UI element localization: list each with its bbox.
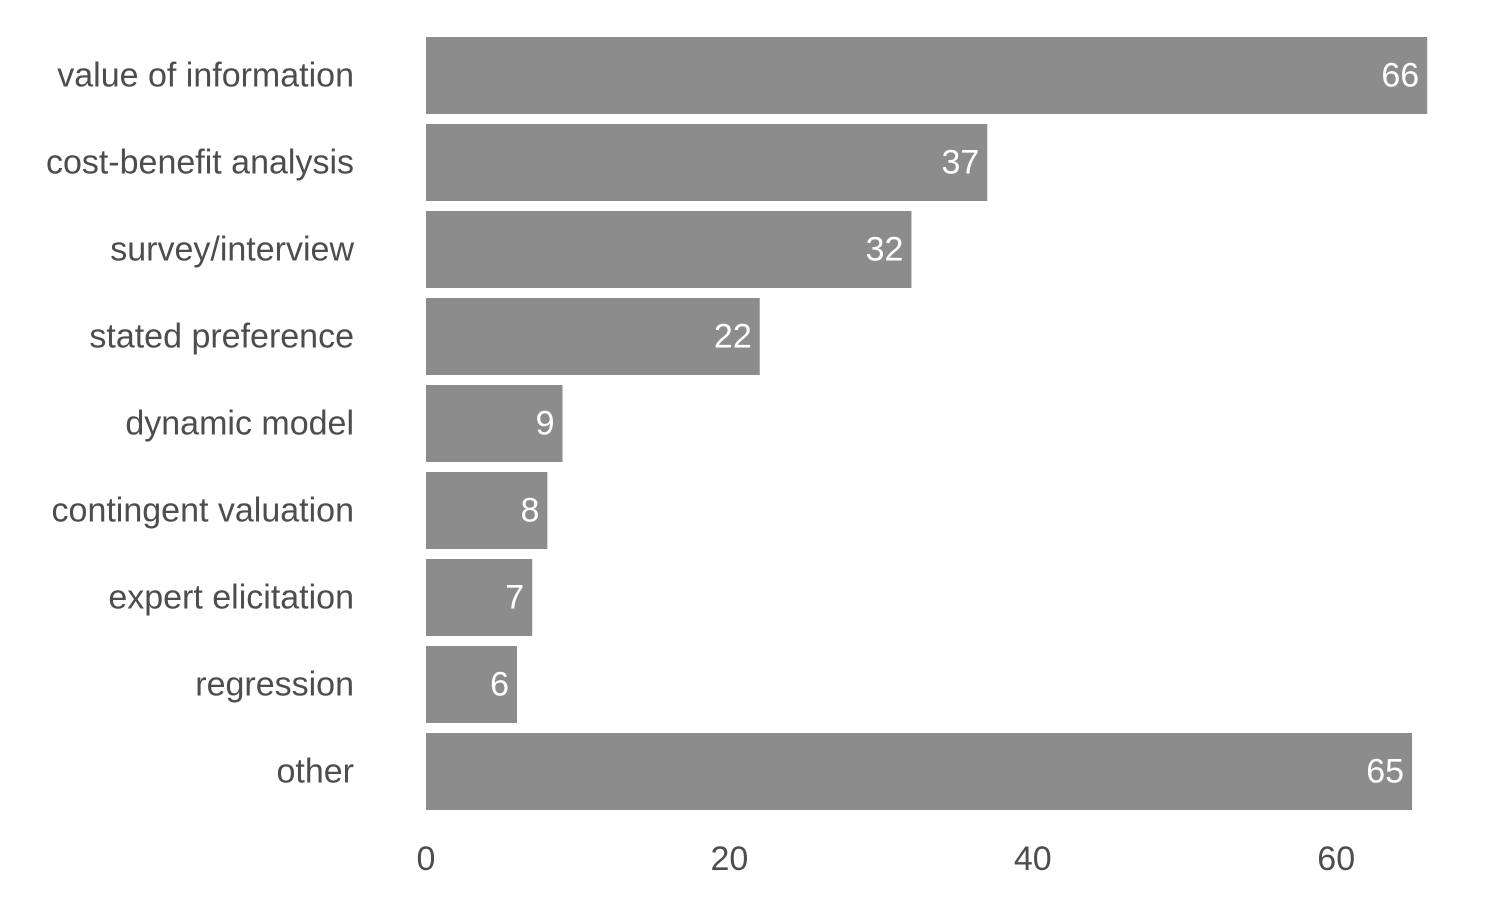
value-label-expert-elicitation: 7 bbox=[505, 579, 524, 617]
value-label-dynamic-model: 9 bbox=[536, 405, 555, 443]
value-label-stated-preference: 22 bbox=[714, 318, 752, 356]
category-label-survey-interview: survey/interview bbox=[110, 231, 354, 269]
category-label-expert-elicitation: expert elicitation bbox=[108, 579, 354, 617]
value-labels: 66 37 32 22 9 8 7 6 65 bbox=[490, 57, 1419, 791]
bar-survey-interview bbox=[426, 211, 912, 288]
category-label-cost-benefit-analysis: cost-benefit analysis bbox=[46, 144, 354, 182]
bar-regression bbox=[426, 646, 518, 723]
x-axis-ticks: 0 20 40 60 bbox=[417, 840, 1356, 878]
bar-stated-preference bbox=[426, 298, 760, 375]
category-label-dynamic-model: dynamic model bbox=[125, 405, 354, 443]
category-label-regression: regression bbox=[195, 666, 354, 704]
value-label-regression: 6 bbox=[490, 666, 509, 704]
bar-value-of-information bbox=[426, 37, 1428, 114]
value-label-value-of-information: 66 bbox=[1381, 57, 1419, 95]
x-tick-label-20: 20 bbox=[710, 840, 748, 878]
category-label-contingent-valuation: contingent valuation bbox=[52, 492, 354, 530]
x-tick-label-60: 60 bbox=[1317, 840, 1355, 878]
category-label-other: other bbox=[277, 753, 355, 791]
value-label-survey-interview: 32 bbox=[866, 231, 904, 269]
bar-other bbox=[426, 733, 1413, 810]
value-label-contingent-valuation: 8 bbox=[520, 492, 539, 530]
category-label-value-of-information: value of information bbox=[57, 57, 354, 95]
bar-dynamic-model bbox=[426, 385, 563, 462]
category-label-stated-preference: stated preference bbox=[89, 318, 354, 356]
bar-contingent-valuation bbox=[426, 472, 548, 549]
value-label-cost-benefit-analysis: 37 bbox=[941, 144, 979, 182]
bars-group bbox=[426, 37, 1428, 810]
value-label-other: 65 bbox=[1366, 753, 1404, 791]
bar-expert-elicitation bbox=[426, 559, 533, 636]
x-tick-label-0: 0 bbox=[417, 840, 436, 878]
bar-cost-benefit-analysis bbox=[426, 124, 988, 201]
category-labels: value of information cost-benefit analysi… bbox=[46, 57, 354, 791]
x-tick-label-40: 40 bbox=[1014, 840, 1052, 878]
